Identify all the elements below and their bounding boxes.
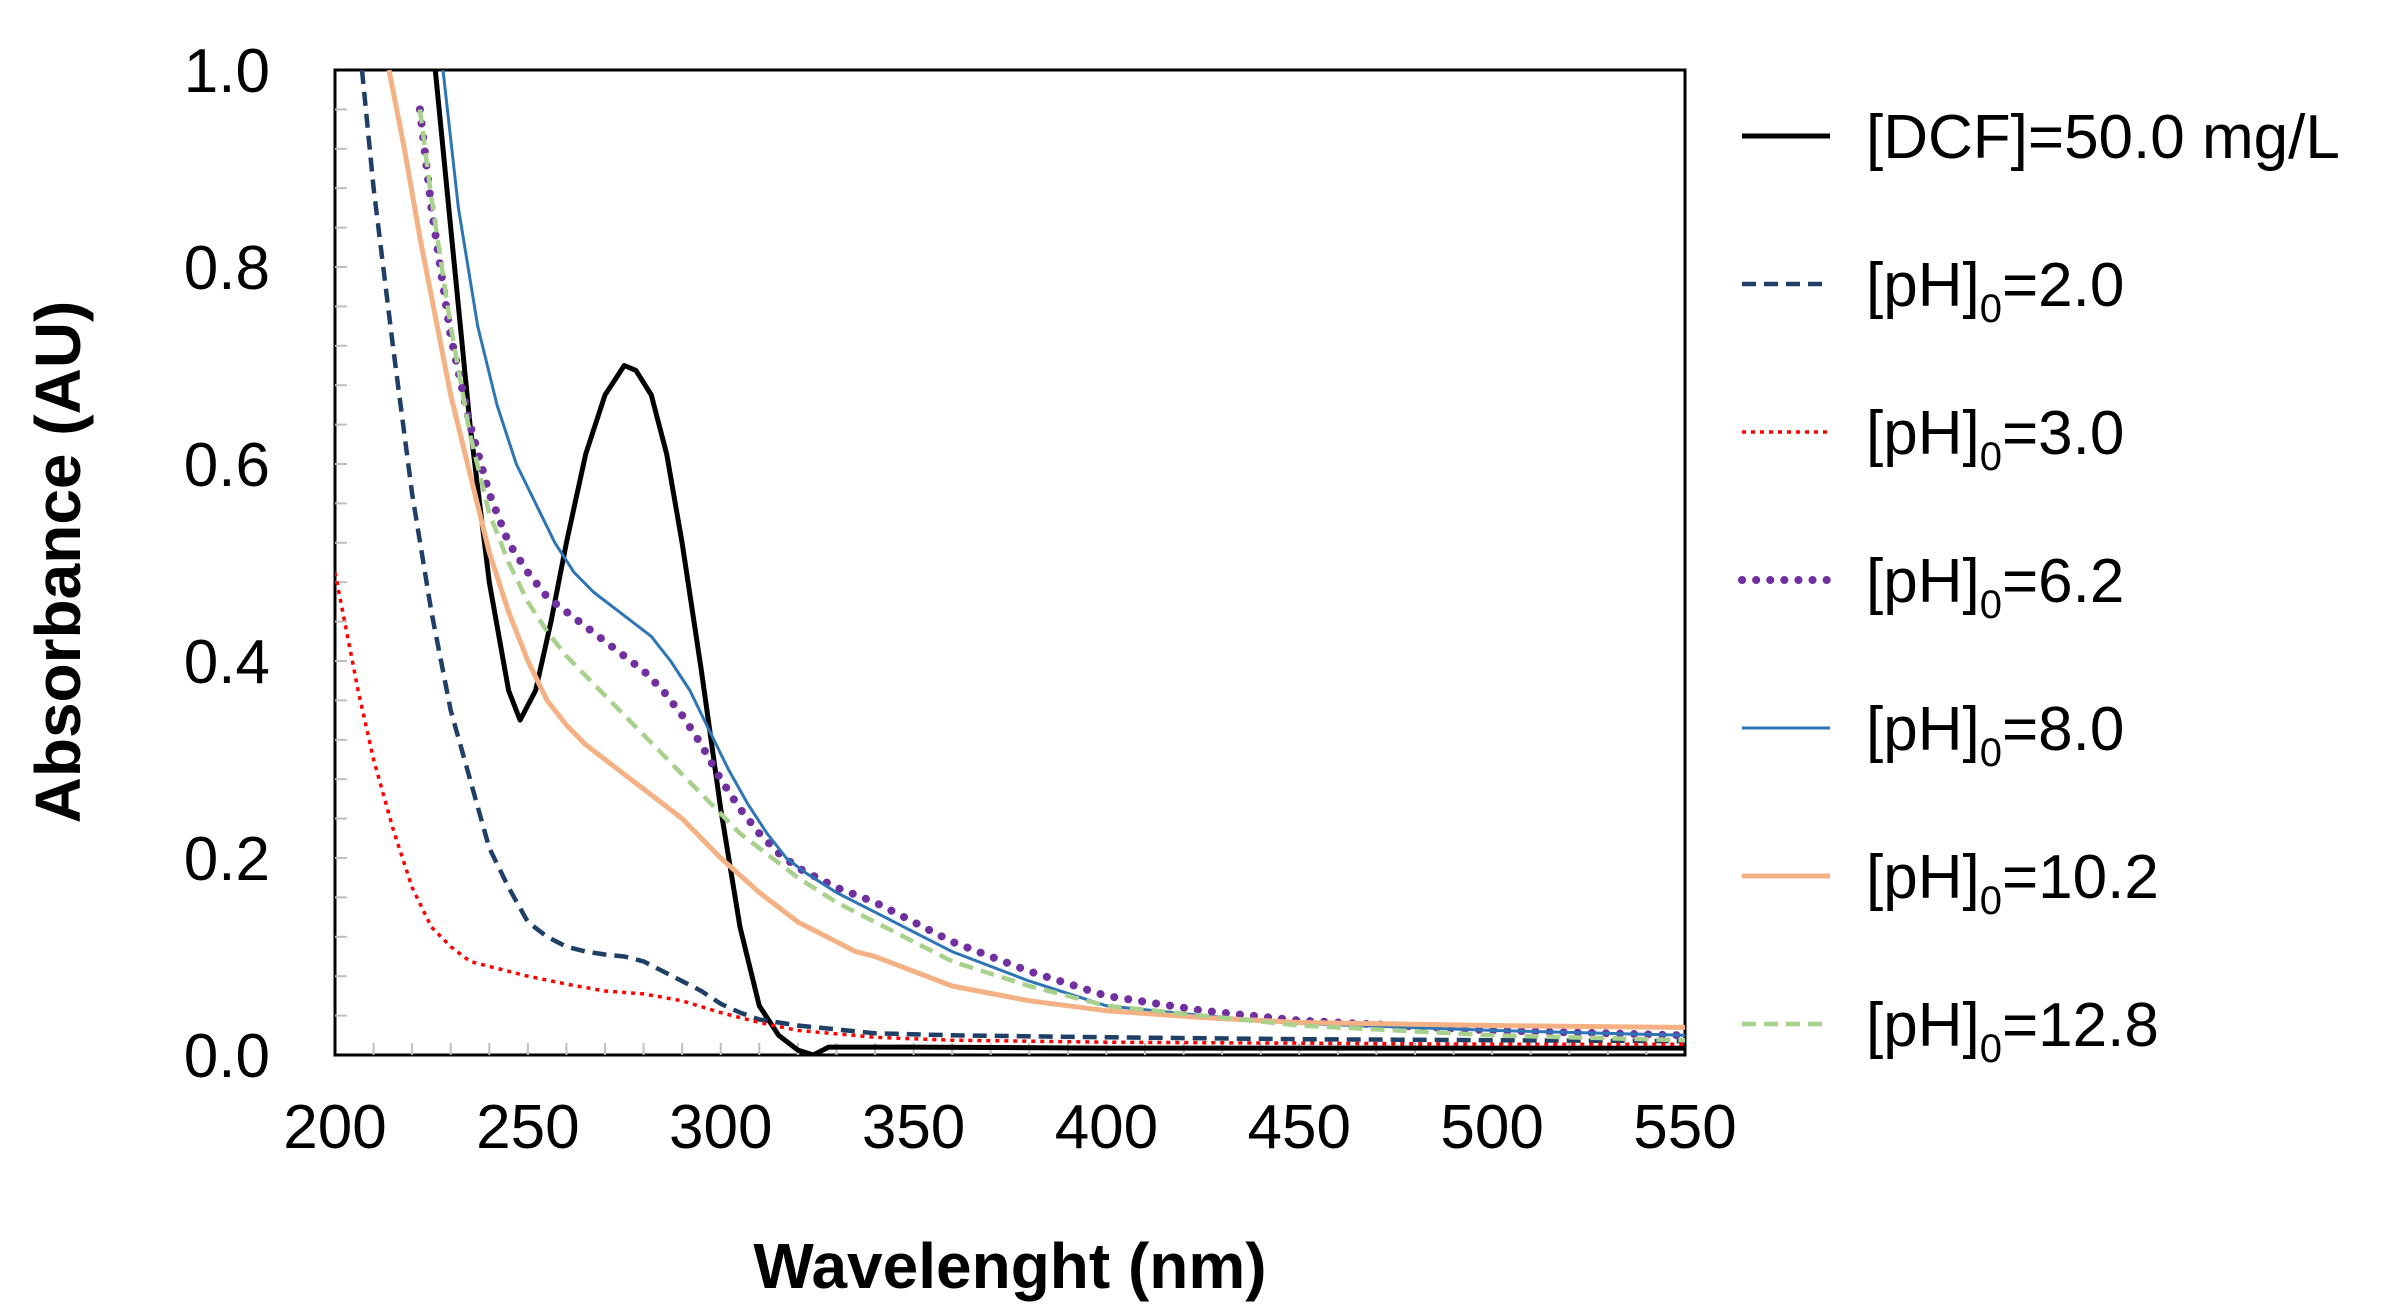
series-line-5	[386, 70, 1685, 1030]
legend-item: [pH]0=12.8	[1742, 991, 2159, 1071]
legend-label: [pH]0=6.2	[1866, 547, 2124, 627]
legend-item: [pH]0=2.0	[1742, 251, 2124, 331]
y-tick-label: 0.0	[184, 1022, 270, 1091]
y-tick-label: 0.6	[184, 431, 270, 500]
y-axis-title: Absorbance (AU)	[22, 301, 94, 824]
legend-label: [pH]0=10.2	[1866, 843, 2159, 923]
legend-label: [pH]0=3.0	[1866, 399, 2124, 479]
x-tick-label: 200	[283, 1093, 386, 1162]
x-tick-labels: 200 250 300 350 400 450 500 550	[283, 1093, 1736, 1162]
legend-label: [pH]0=12.8	[1866, 991, 2159, 1071]
y-tick-labels: 0.0 0.2 0.4 0.6 0.8 1.0	[184, 37, 270, 1091]
legend-label: [DCF]=50.0 mg/L	[1866, 103, 2340, 172]
y-tick-label: 1.0	[184, 37, 270, 106]
x-tick-label: 350	[862, 1093, 965, 1162]
plot-area	[333, 68, 1687, 1057]
series-line-0	[432, 70, 1685, 1055]
x-tick-label: 550	[1633, 1093, 1736, 1162]
legend-item: [pH]0=6.2	[1738, 547, 2124, 627]
legend-label: [pH]0=2.0	[1866, 251, 2124, 331]
series-line-4	[441, 70, 1685, 1037]
legend: [DCF]=50.0 mg/L [pH]0=2.0 [pH]0=3.0 [pH]0=6…	[1738, 103, 2340, 1071]
legend-item: [pH]0=10.2	[1742, 843, 2159, 923]
series-line-2	[335, 572, 1685, 1046]
x-axis-title: Wavelenght (nm)	[753, 1230, 1266, 1302]
x-tick-label: 500	[1440, 1093, 1543, 1162]
series-line-6	[417, 109, 1685, 1043]
y-tick-label: 0.4	[184, 628, 270, 697]
x-tick-label: 400	[1055, 1093, 1158, 1162]
x-tick-label: 450	[1248, 1093, 1351, 1162]
x-tick-label: 300	[669, 1093, 772, 1162]
series-line-1	[359, 70, 1685, 1044]
y-tick-label: 0.2	[184, 825, 270, 894]
series-layer	[335, 70, 1685, 1055]
legend-label: [pH]0=8.0	[1866, 695, 2124, 775]
y-tick-label: 0.8	[184, 234, 270, 303]
legend-item: [pH]0=8.0	[1742, 695, 2124, 775]
legend-item: [DCF]=50.0 mg/L	[1742, 103, 2340, 172]
x-tick-label: 250	[476, 1093, 579, 1162]
legend-item: [pH]0=3.0	[1742, 399, 2124, 479]
